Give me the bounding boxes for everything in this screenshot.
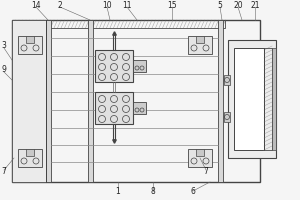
Bar: [234, 48, 264, 150]
Bar: [26, 149, 34, 156]
Text: 20: 20: [233, 1, 243, 10]
Text: 8: 8: [151, 188, 155, 196]
Bar: [196, 36, 204, 43]
Bar: [88, 20, 93, 182]
Text: 7: 7: [2, 168, 6, 176]
Bar: [18, 149, 42, 167]
Text: 3: 3: [2, 40, 6, 49]
Text: 5: 5: [218, 1, 222, 10]
Bar: [264, 48, 272, 150]
Bar: [224, 75, 230, 85]
Bar: [196, 149, 204, 156]
Text: 7: 7: [204, 168, 208, 176]
Bar: [12, 20, 225, 28]
Bar: [12, 20, 46, 182]
Bar: [95, 92, 133, 124]
Text: 21: 21: [250, 1, 260, 10]
Text: 15: 15: [167, 1, 177, 10]
Bar: [133, 60, 146, 72]
Bar: [46, 20, 51, 182]
Bar: [133, 102, 146, 114]
Text: 2: 2: [58, 1, 62, 10]
Bar: [26, 36, 34, 43]
Text: 9: 9: [2, 66, 6, 74]
Bar: [218, 20, 223, 182]
Bar: [228, 40, 276, 158]
Bar: [224, 112, 230, 122]
Bar: [18, 36, 42, 54]
Bar: [95, 50, 133, 82]
Text: 10: 10: [102, 1, 112, 10]
Bar: [188, 36, 212, 54]
Bar: [272, 48, 276, 150]
Text: 1: 1: [116, 188, 120, 196]
Bar: [12, 20, 260, 182]
Bar: [188, 149, 212, 167]
Text: 11: 11: [122, 1, 132, 10]
Text: 6: 6: [190, 188, 195, 196]
Text: 14: 14: [31, 1, 41, 10]
